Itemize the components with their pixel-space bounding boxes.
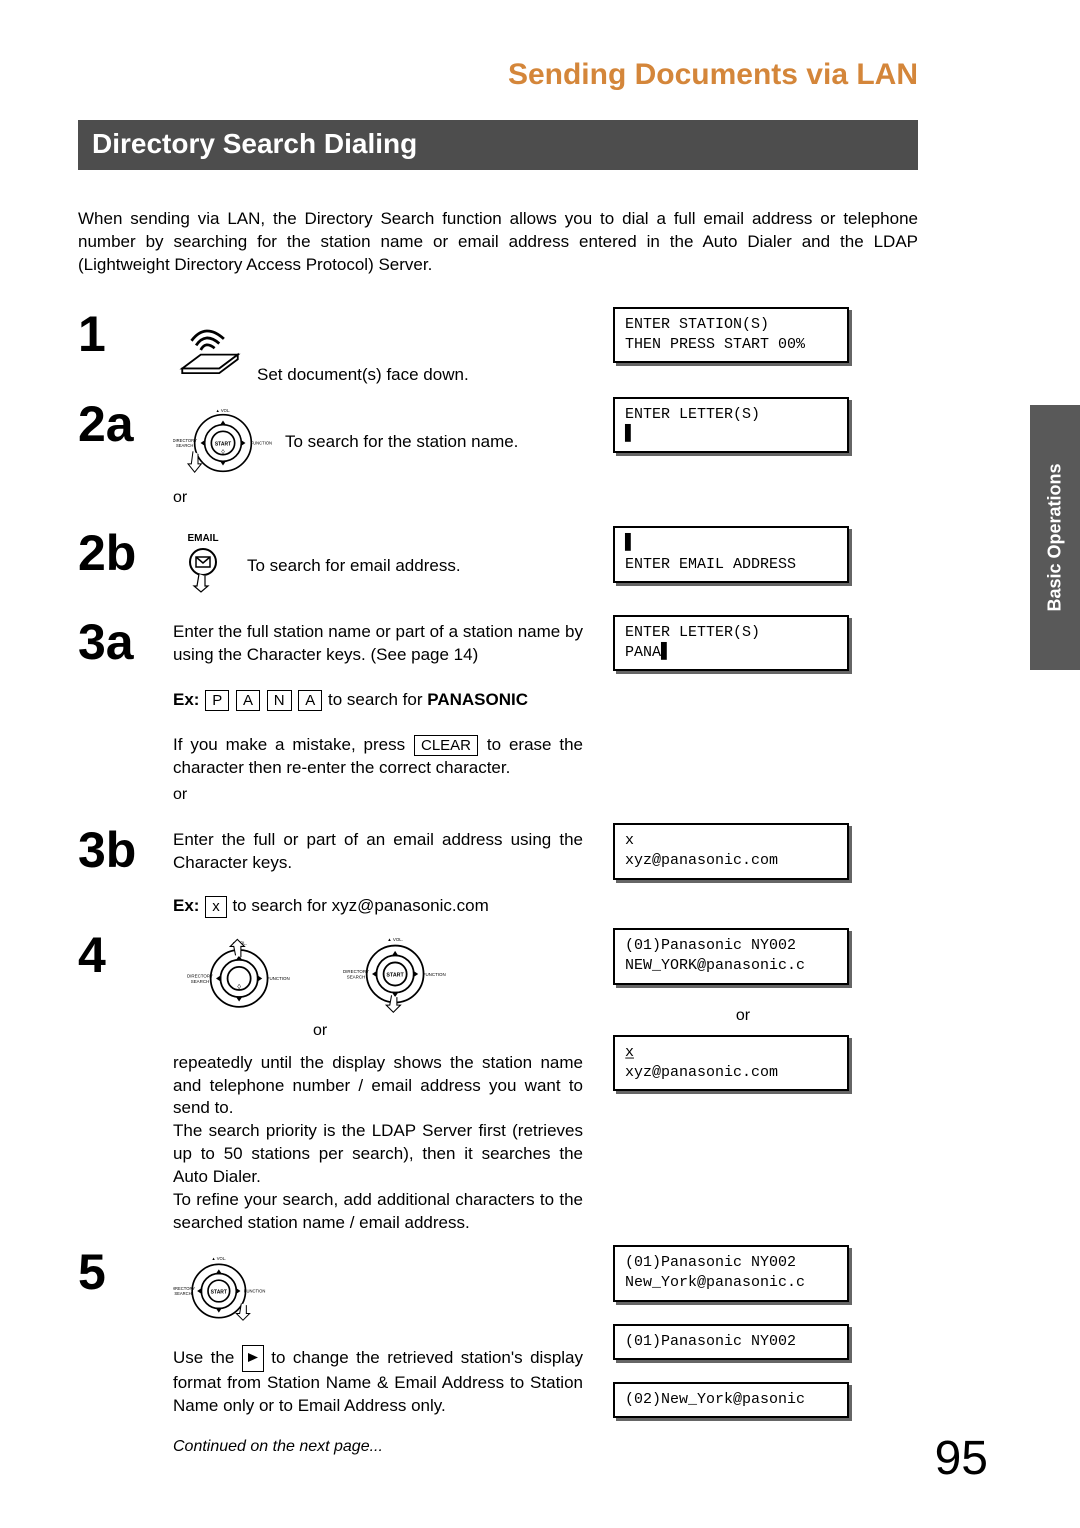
lcd-step-5-b: (01)Panasonic NY002 xyxy=(613,1324,849,1360)
step-5-text-a: Use the xyxy=(173,1348,242,1367)
chapter-title: Sending Documents via LAN xyxy=(78,58,978,92)
side-tab: Basic Operations xyxy=(1030,405,1080,670)
step-1-text: Set document(s) face down. xyxy=(257,364,469,387)
document-facedown-icon xyxy=(173,313,247,387)
svg-text:SEARCH: SEARCH xyxy=(174,1291,191,1296)
step-2b-row: 2b EMAIL To search for email address. xyxy=(78,526,978,605)
svg-text:FUNCTION: FUNCTION xyxy=(251,440,272,445)
svg-text:DIRECTORY: DIRECTORY xyxy=(187,974,213,979)
step-4-or: or xyxy=(173,1020,583,1042)
email-button-icon: EMAIL xyxy=(173,532,233,600)
lcd-step-3b: x xyz@panasonic.com xyxy=(613,823,849,880)
keycap: A xyxy=(236,690,260,712)
lcd-step-2b: ▋ ENTER EMAIL ADDRESS xyxy=(613,526,849,583)
navigation-dial-right-icon: START DIRECTORY SEARCH FUNCTION ▲ VOL. xyxy=(173,1251,273,1331)
continued-text: Continued on the next page... xyxy=(173,1436,583,1458)
step-3a-text2a: If you make a mistake, press xyxy=(173,735,413,754)
steps-area: 1 Set document(s) face down. ENTER STATI… xyxy=(78,307,978,1458)
play-right-icon xyxy=(242,1345,264,1372)
svg-text:FUNCTION: FUNCTION xyxy=(267,976,290,981)
navigation-dial-down-icon: START DIRECTORY SEARCH FUNCTION ▲ VOL. xyxy=(329,934,479,1014)
page-content: Sending Documents via LAN Directory Sear… xyxy=(78,58,978,1468)
keycap: x xyxy=(205,896,227,918)
step-3a-ex-bold: PANASONIC xyxy=(427,690,528,709)
step-4-body: DIRECTORY SEARCH FUNCTION ▲ VOL. ◊ START xyxy=(173,928,583,1235)
step-4-row: 4 DIRECTORY SEARCH FUNCTION ▲ VOL. xyxy=(78,928,978,1235)
keycap: N xyxy=(267,690,292,712)
step-3a-ex-prefix: Ex: xyxy=(173,690,199,709)
svg-text:▲ VOL.: ▲ VOL. xyxy=(211,1256,226,1261)
step-2a-num: 2a xyxy=(78,397,173,449)
svg-text:▲ VOL.: ▲ VOL. xyxy=(216,408,231,413)
step-4-text: repeatedly until the display shows the s… xyxy=(173,1052,583,1236)
step-3b-text1: Enter the full or part of an email addre… xyxy=(173,829,583,875)
step-3b-num: 3b xyxy=(78,823,173,875)
step-2a-text: To search for the station name. xyxy=(285,431,518,454)
step-2b-num: 2b xyxy=(78,526,173,578)
svg-text:FUNCTION: FUNCTION xyxy=(423,972,446,977)
section-title-bar: Directory Search Dialing xyxy=(78,120,918,170)
lcd-step-2a: ENTER LETTER(S) ▋ xyxy=(613,397,849,454)
step-3b-row: 3b Enter the full or part of an email ad… xyxy=(78,823,978,918)
email-label: EMAIL xyxy=(173,532,233,546)
side-tab-label: Basic Operations xyxy=(1045,463,1066,611)
svg-text:SEARCH: SEARCH xyxy=(191,979,210,984)
navigation-dial-up-icon: DIRECTORY SEARCH FUNCTION ▲ VOL. ◊ xyxy=(173,934,323,1014)
step-2a-or: or xyxy=(173,487,583,509)
intro-paragraph: When sending via LAN, the Directory Sear… xyxy=(78,208,918,277)
step-3b-ex-prefix: Ex: xyxy=(173,896,199,915)
step-3a-text1: Enter the full station name or part of a… xyxy=(173,621,583,667)
step-5-body: START DIRECTORY SEARCH FUNCTION ▲ VOL. U… xyxy=(173,1245,583,1457)
page-number: 95 xyxy=(935,1431,988,1486)
svg-text:SEARCH: SEARCH xyxy=(176,443,193,448)
svg-text:START: START xyxy=(386,973,404,979)
lcd-step-3a: ENTER LETTER(S) PANA▋ xyxy=(613,615,849,672)
svg-text:◊: ◊ xyxy=(237,983,241,991)
navigation-dial-icon: START DIRECTORY SEARCH FUNCTION ▲ VOL. ◊ xyxy=(173,403,273,483)
lcd-step-1: ENTER STATION(S) THEN PRESS START 00% xyxy=(613,307,849,364)
lcd-step-5-a: (01)Panasonic NY002 New_York@panasonic.c xyxy=(613,1245,849,1302)
side-gutter: Basic Operations xyxy=(1030,0,1080,1528)
keycap: P xyxy=(205,690,229,712)
svg-text:DIRECTORY: DIRECTORY xyxy=(343,969,369,974)
step-3a-body: Enter the full station name or part of a… xyxy=(173,615,583,813)
clear-keycap: CLEAR xyxy=(414,735,478,757)
step-2b-body: EMAIL To search for email address. xyxy=(173,526,583,600)
step-3b-ex-suffix: to search for xyz@panasonic.com xyxy=(232,896,488,915)
svg-text:FUNCTION: FUNCTION xyxy=(244,1289,265,1294)
step-3a-row: 3a Enter the full station name or part o… xyxy=(78,615,978,813)
step-1-body: Set document(s) face down. xyxy=(173,307,583,387)
svg-text:▲ VOL.: ▲ VOL. xyxy=(387,937,403,942)
step-3a-num: 3a xyxy=(78,615,173,667)
lcd-step-4-a: (01)Panasonic NY002 NEW_YORK@panasonic.c xyxy=(613,928,849,985)
svg-text:START: START xyxy=(215,441,231,447)
svg-text:SEARCH: SEARCH xyxy=(347,974,366,979)
step-3a-or: or xyxy=(173,784,583,806)
svg-text:START: START xyxy=(211,1290,227,1296)
lcd-step-4-b: x̲ xyz@panasonic.com xyxy=(613,1035,849,1092)
step-2b-text: To search for email address. xyxy=(247,555,461,578)
step-5-row: 5 START DIRECTORY SEARCH FUNCTION ▲ VOL. xyxy=(78,1245,978,1457)
step-3a-ex-suffix1: to search for xyxy=(328,690,427,709)
step-1-num: 1 xyxy=(78,307,173,359)
step-1-row: 1 Set document(s) face down. ENTER STATI… xyxy=(78,307,978,387)
step-3b-body: Enter the full or part of an email addre… xyxy=(173,823,583,918)
lcd-step-5-c: (02)New_York@pasonic xyxy=(613,1382,849,1418)
lcd-step-4-or: or xyxy=(613,1007,873,1025)
step-2a-row: 2a START DIRECTORY SEARCH FUNCTION xyxy=(78,397,978,517)
keycap: A xyxy=(298,690,322,712)
step-2a-body: START DIRECTORY SEARCH FUNCTION ▲ VOL. ◊… xyxy=(173,397,583,517)
step-5-num: 5 xyxy=(78,1245,173,1297)
step-4-num: 4 xyxy=(78,928,173,980)
